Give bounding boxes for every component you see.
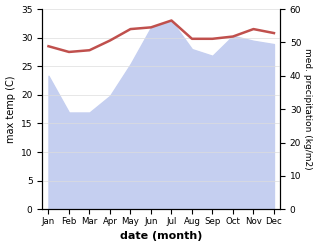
Y-axis label: med. precipitation (kg/m2): med. precipitation (kg/m2): [303, 48, 313, 170]
Y-axis label: max temp (C): max temp (C): [5, 75, 16, 143]
X-axis label: date (month): date (month): [120, 231, 203, 242]
